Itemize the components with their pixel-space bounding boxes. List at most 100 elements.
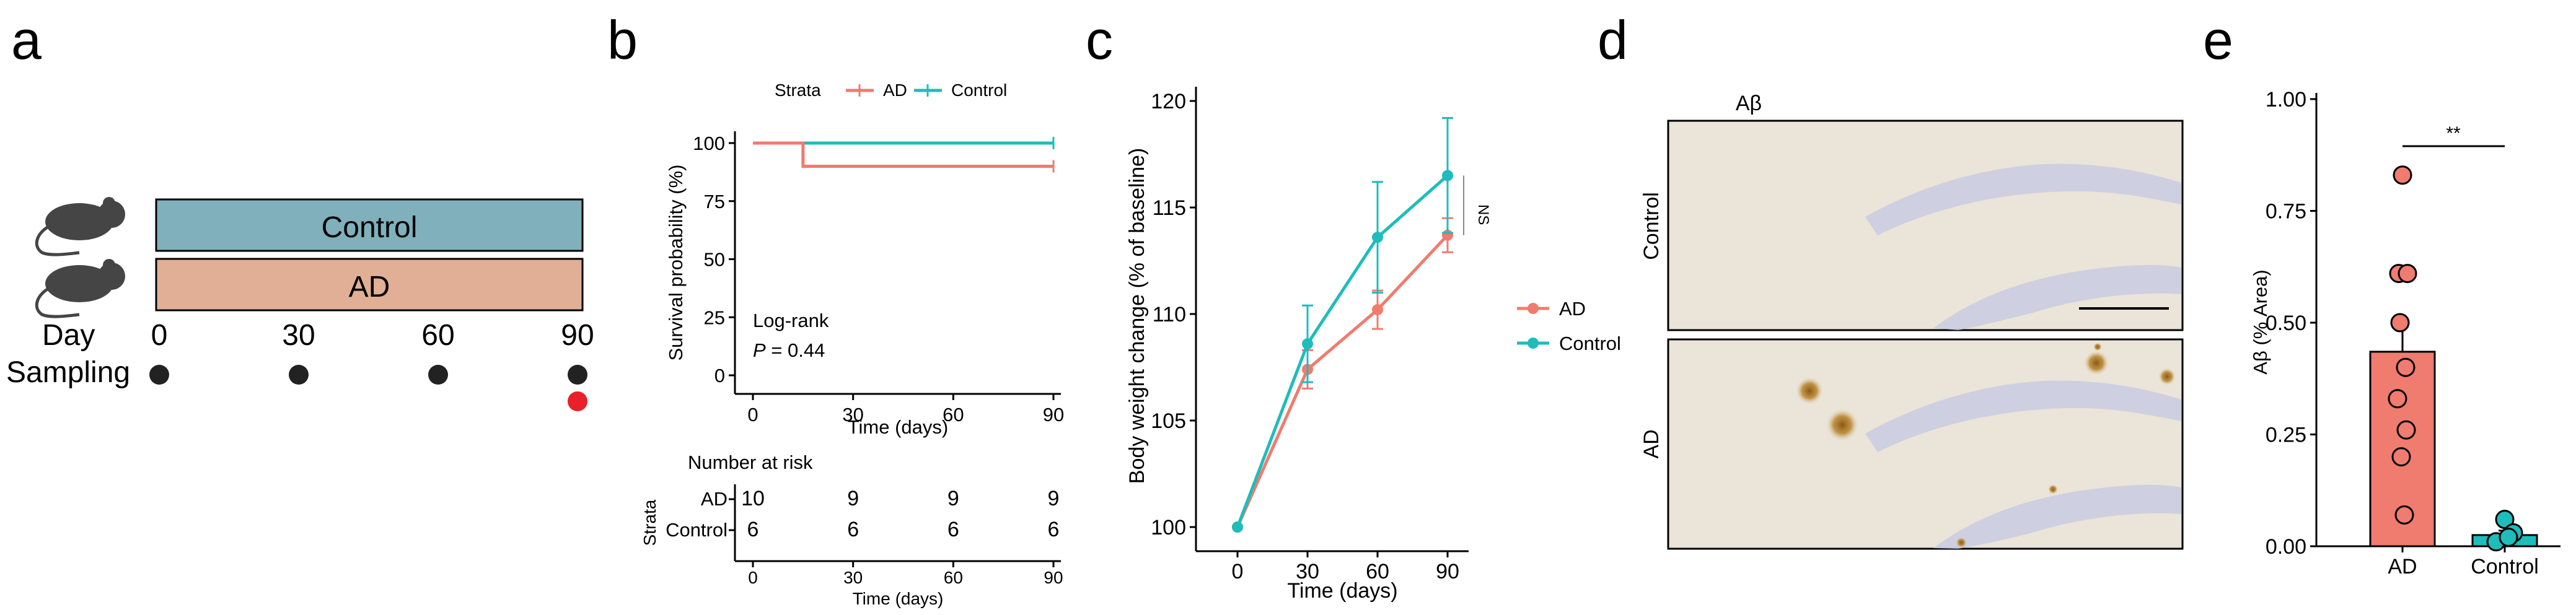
panel-c: c 100 105 110 115 120 0 30 60 90 Time (days) Body … — [1086, 9, 1621, 603]
y-axis-label: Body weight change (% of baseline) — [1125, 148, 1149, 484]
series-line-ad — [1236, 234, 1449, 528]
legend-item-control: Control — [1559, 333, 1621, 354]
plaque — [2048, 484, 2058, 494]
sampling-dot — [289, 365, 309, 385]
abeta-bar-plot: 0.00 0.25 0.50 0.75 1.00 Aβ (% Area) AD Control — [2249, 88, 2561, 578]
risk-value: 9 — [847, 487, 859, 510]
y-tick-label: 115 — [1153, 196, 1186, 220]
panel-letter-c: c — [1086, 9, 1113, 71]
day-value: 30 — [282, 319, 315, 352]
y-tick-label: 120 — [1151, 90, 1186, 113]
row-label-ad: AD — [1640, 429, 1663, 458]
significance-label: ** — [2446, 123, 2461, 144]
risk-strata-label: Strata — [640, 499, 659, 546]
mouse-icon — [35, 259, 125, 318]
legend-item-ad: AD — [883, 81, 907, 100]
data-point-ad — [2388, 389, 2407, 409]
data-point-ad — [2396, 357, 2416, 377]
y-tick-label: 50 — [704, 249, 725, 271]
risk-row-name: Control — [666, 519, 728, 541]
risk-x-tick-label: 0 — [748, 568, 758, 587]
day-value: 90 — [561, 319, 594, 352]
y-tick-label: 105 — [1151, 409, 1186, 433]
x-axis-label: Time (days) — [1287, 579, 1397, 603]
panel-letter-a: a — [11, 9, 42, 71]
y-tick-label: 100 — [1151, 516, 1186, 539]
y-tick-label: 1.00 — [2266, 88, 2306, 111]
panel-letter-b: b — [607, 9, 638, 71]
ihc-title: Aβ — [1736, 92, 1762, 115]
mouse-icon — [35, 197, 125, 256]
day-label: Day — [42, 319, 95, 352]
data-point-ad — [2393, 165, 2412, 185]
plaque — [1826, 409, 1858, 441]
data-point-ad — [2394, 505, 2414, 525]
risk-value: 9 — [1048, 487, 1060, 510]
sampling-dot — [428, 365, 448, 385]
group-bar-ad — [155, 258, 584, 312]
risk-x-axis-label: Time (days) — [853, 589, 944, 608]
risk-x-tick-label: 30 — [843, 568, 863, 587]
risk-value: 9 — [947, 487, 959, 510]
group-label-control: Control — [322, 211, 418, 244]
legend-item-ad: AD — [1559, 298, 1586, 320]
risk-value: 6 — [947, 518, 959, 541]
legend-marker-control — [1528, 338, 1539, 349]
risk-title: Number at risk — [688, 451, 813, 473]
data-point-control — [1442, 170, 1453, 181]
data-point-control — [1372, 232, 1383, 243]
row-label-control: Control — [1640, 192, 1663, 260]
survival-plot: 0 25 50 75 100 0 30 60 90 Time (days) Survival pro… — [665, 131, 1064, 438]
x-tick-label: 60 — [1366, 560, 1389, 583]
y-tick-label: 0 — [714, 365, 725, 386]
legend: Strata AD Control — [775, 81, 1007, 100]
pvalue-text: P = 0.44 — [753, 339, 825, 361]
day-value: 0 — [151, 319, 168, 352]
data-point-control — [1302, 338, 1313, 350]
risk-x-tick-label: 90 — [1044, 568, 1063, 587]
x-tick-label: 0 — [747, 404, 758, 425]
micrograph-ad — [1667, 338, 2184, 550]
y-tick-label: 25 — [704, 307, 725, 328]
data-point-ad — [1372, 304, 1383, 316]
x-tick-label: 30 — [1296, 560, 1319, 583]
bodyweight-plot: 100 105 110 115 120 0 30 60 90 Time (days) Body we… — [1125, 87, 1621, 603]
plaque — [1796, 377, 1823, 404]
legend-title: Strata — [775, 81, 821, 100]
y-axis-label: Aβ (% Area) — [2249, 269, 2271, 374]
y-tick-label: 110 — [1153, 303, 1186, 326]
y-tick-label: 75 — [704, 191, 725, 212]
y-tick-label: 0.50 — [2266, 312, 2306, 335]
risk-x-tick-label: 60 — [944, 568, 963, 587]
series-line-control — [1236, 174, 1449, 528]
x-axis-label: Time (days) — [848, 416, 948, 438]
panel-e: e 0.00 0.25 0.50 0.75 1.00 Aβ (% Area) AD Contr… — [2203, 9, 2561, 578]
pvalue-value: = 0.44 — [766, 339, 825, 361]
risk-value: 10 — [741, 487, 765, 510]
y-tick-label: 100 — [693, 133, 725, 154]
ns-label: NS — [1475, 204, 1492, 225]
panel-letter-d: d — [1598, 9, 1628, 71]
sampling-label: Sampling — [6, 356, 130, 389]
x-tick-label: AD — [2388, 555, 2417, 578]
legend-marker-ad — [1528, 303, 1539, 314]
x-tick-label: 0 — [1232, 560, 1244, 583]
sampling-dot — [149, 365, 169, 385]
legend-item-control: Control — [951, 81, 1007, 100]
plaque — [2084, 351, 2109, 375]
panel-letter-e: e — [2203, 9, 2233, 71]
risk-value: 6 — [1048, 518, 1060, 541]
data-point-ad — [2391, 447, 2411, 467]
panel-d: d Aβ Control AD — [1598, 9, 2184, 550]
group-bar-control — [155, 198, 584, 252]
survival-line-ad — [753, 141, 1053, 168]
data-point-control — [2495, 510, 2515, 530]
group-label-ad: AD — [349, 271, 390, 303]
y-tick-label: 0.00 — [2266, 535, 2306, 559]
y-tick-label: 0.75 — [2266, 200, 2306, 224]
day-value: 60 — [421, 319, 454, 352]
data-point-control — [1232, 521, 1243, 533]
x-tick-label: Control — [2471, 555, 2539, 578]
